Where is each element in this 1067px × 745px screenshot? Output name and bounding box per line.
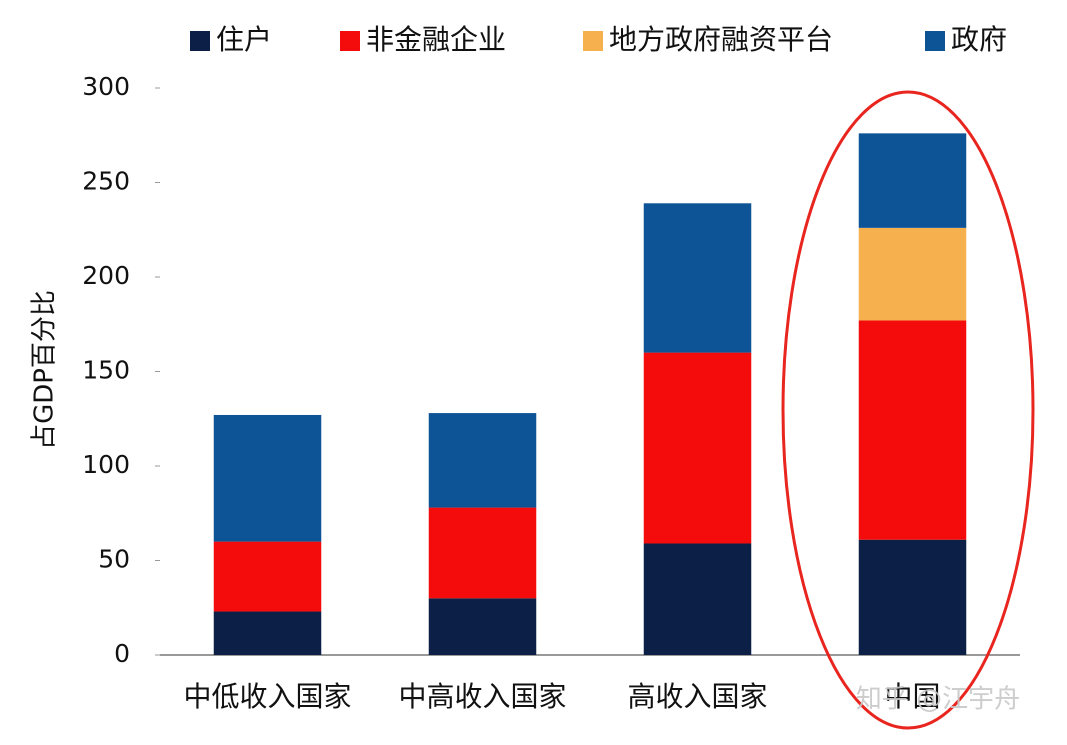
y-axis-label: 占GDP百分比: [30, 290, 60, 450]
y-tick-label: 100: [82, 450, 130, 479]
x-tick-label: 中高收入国家: [398, 680, 566, 713]
y-tick-label: 150: [82, 356, 130, 385]
y-tick-label: 0: [114, 639, 130, 668]
x-tick-label: 中国: [884, 680, 940, 713]
bar-segment: [213, 414, 322, 542]
legend-swatch: [925, 31, 945, 51]
legend-label: 地方政府融资平台: [609, 23, 833, 56]
y-tick-label: 250: [82, 167, 130, 196]
x-tick-label: 高收入国家: [627, 680, 767, 713]
bar-segment: [213, 611, 322, 655]
legend-swatch: [340, 31, 360, 51]
legend-label: 政府: [951, 23, 1007, 56]
bar-segment: [643, 543, 752, 655]
y-tick-label: 300: [82, 72, 130, 101]
bar-segment: [858, 320, 967, 540]
y-tick-label: 200: [82, 261, 130, 290]
watermark: 知乎 @江宇舟: [856, 685, 1020, 715]
x-tick-label: 中低收入国家: [183, 680, 351, 713]
bar-segment: [643, 203, 752, 353]
bar-segment: [213, 541, 322, 612]
y-tick-label: 50: [98, 545, 130, 574]
marks: 0 50 100 150 200 250 300 住户 非金融企业 地方政府融资平台 政府中低收入国…: [82, 23, 1007, 713]
legend-swatch: [583, 31, 603, 51]
legend-label: 非金融企业: [366, 23, 506, 56]
bar-segment: [428, 598, 537, 655]
bar-segment: [858, 539, 967, 655]
legend-swatch: [190, 31, 210, 51]
bar-segment: [858, 133, 967, 228]
bar-segment: [858, 227, 967, 321]
bar-segment: [428, 413, 537, 508]
bar-segment: [428, 507, 537, 599]
highlight-ellipse: [781, 90, 1035, 730]
legend-label: 住户: [216, 23, 272, 56]
bar-segment: [643, 352, 752, 544]
